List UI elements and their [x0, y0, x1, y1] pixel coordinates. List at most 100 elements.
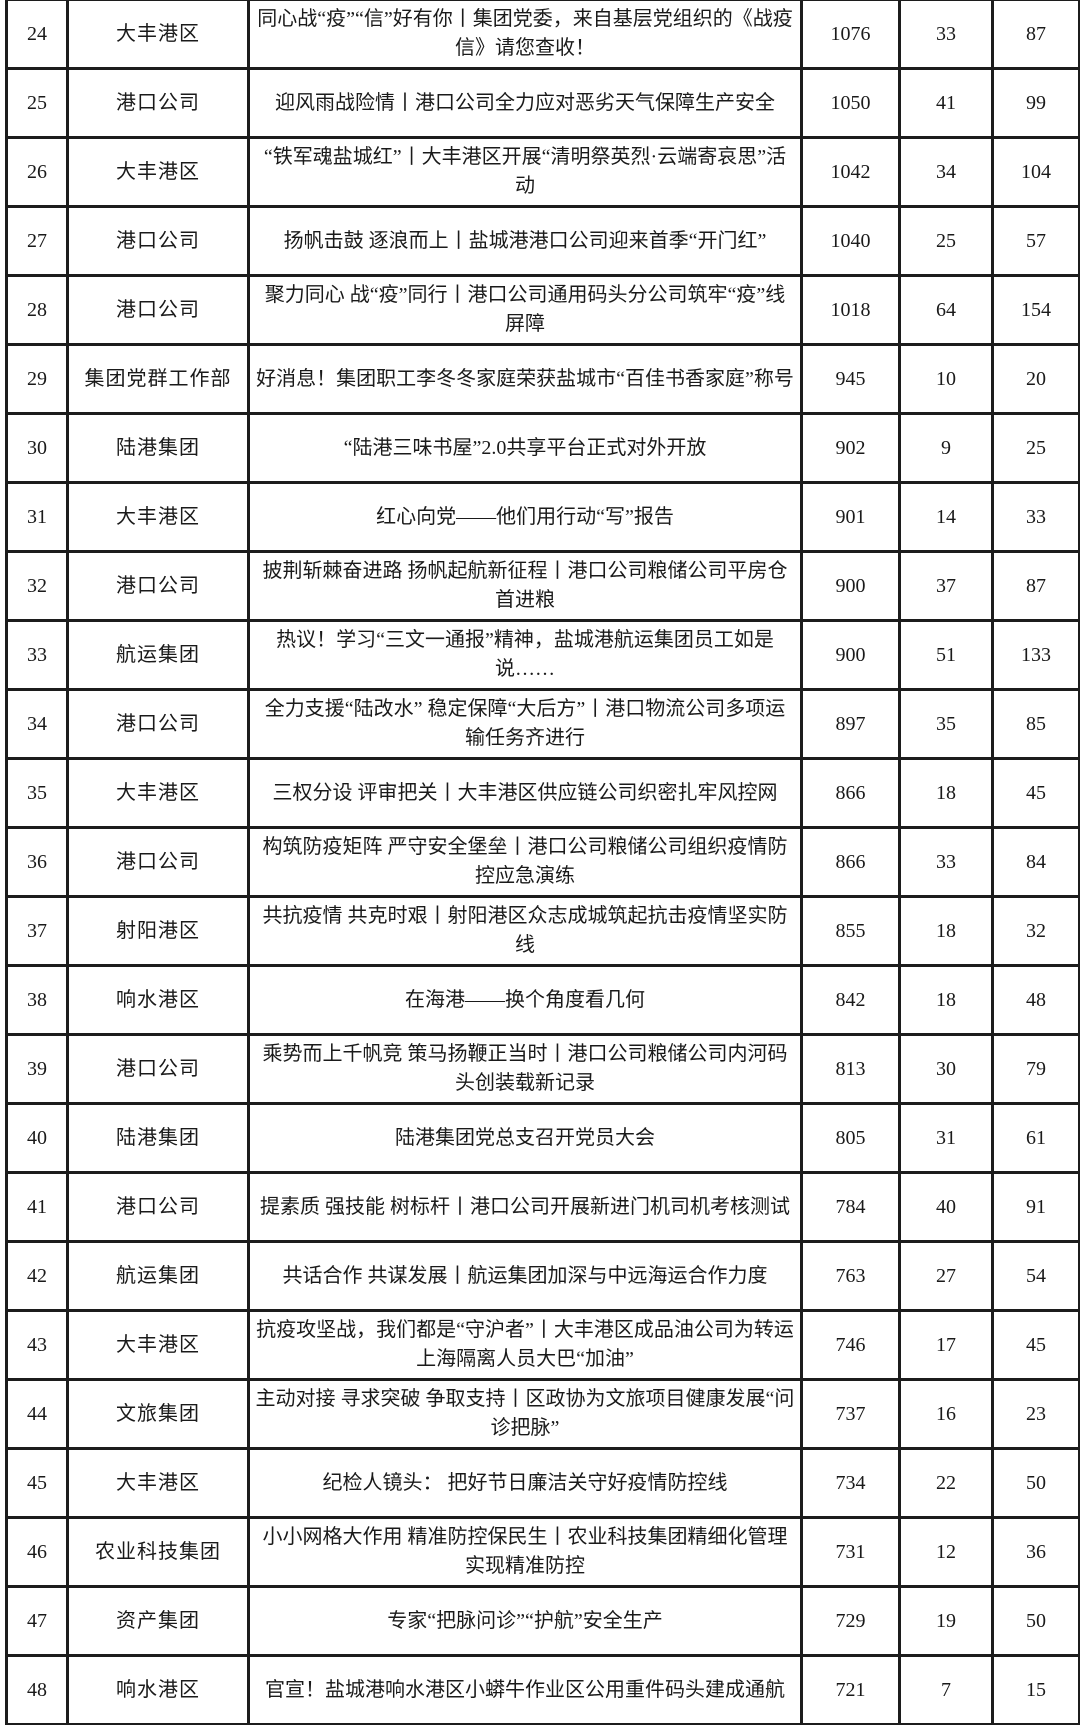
count-cell-3: 79	[991, 1033, 1080, 1105]
article-title-cell: 聚力同心 战“疫”同行丨港口公司通用码头分公司筑牢“疫”线屏障	[247, 274, 803, 346]
article-title-cell: 三权分设 评审把关丨大丰港区供应链公司织密扎牢风控网	[247, 757, 803, 829]
article-stats-table: 24 大丰港区 同心战“疫”“信”好有你丨集团党委，来自基层党组织的《战疫信》请…	[5, 0, 1080, 1725]
count-cell-3: 87	[991, 0, 1080, 70]
article-title-cell: “陆港三味书屋”2.0共享平台正式对外开放	[247, 412, 803, 484]
count-cell-3: 57	[991, 205, 1080, 277]
table-row: 30 陆港集团 “陆港三味书屋”2.0共享平台正式对外开放 902 9 25	[5, 412, 1080, 484]
count-cell-1: 900	[800, 619, 901, 691]
unit-name-cell: 港口公司	[66, 205, 250, 277]
count-cell-1: 866	[800, 826, 901, 898]
count-cell-1: 902	[800, 412, 901, 484]
article-title-cell: 在海港——换个角度看几何	[247, 964, 803, 1036]
row-index-cell: 48	[5, 1654, 69, 1725]
unit-name-cell: 大丰港区	[66, 757, 250, 829]
count-cell-2: 10	[898, 343, 994, 415]
article-title-cell: 陆港集团党总支召开党员大会	[247, 1102, 803, 1174]
count-cell-2: 18	[898, 895, 994, 967]
count-cell-2: 41	[898, 67, 994, 139]
count-cell-2: 40	[898, 1171, 994, 1243]
count-cell-1: 813	[800, 1033, 901, 1105]
count-cell-2: 9	[898, 412, 994, 484]
table-row: 29 集团党群工作部 好消息！集团职工李冬冬家庭荣获盐城市“百佳书香家庭”称号 …	[5, 343, 1080, 415]
count-cell-2: 25	[898, 205, 994, 277]
row-index-cell: 39	[5, 1033, 69, 1105]
row-index-cell: 44	[5, 1378, 69, 1450]
count-cell-2: 64	[898, 274, 994, 346]
count-cell-3: 33	[991, 481, 1080, 553]
row-index-cell: 27	[5, 205, 69, 277]
count-cell-1: 945	[800, 343, 901, 415]
row-index-cell: 31	[5, 481, 69, 553]
count-cell-3: 154	[991, 274, 1080, 346]
unit-name-cell: 响水港区	[66, 1654, 250, 1725]
article-title-cell: 同心战“疫”“信”好有你丨集团党委，来自基层党组织的《战疫信》请您查收！	[247, 0, 803, 70]
unit-name-cell: 航运集团	[66, 619, 250, 691]
table-row: 35 大丰港区 三权分设 评审把关丨大丰港区供应链公司织密扎牢风控网 866 1…	[5, 757, 1080, 829]
article-title-cell: 共话合作 共谋发展丨航运集团加深与中远海运合作力度	[247, 1240, 803, 1312]
count-cell-3: 99	[991, 67, 1080, 139]
table-row: 40 陆港集团 陆港集团党总支召开党员大会 805 31 61	[5, 1102, 1080, 1174]
count-cell-1: 763	[800, 1240, 901, 1312]
row-index-cell: 33	[5, 619, 69, 691]
count-cell-3: 15	[991, 1654, 1080, 1725]
table-row: 44 文旅集团 主动对接 寻求突破 争取支持丨区政协为文旅项目健康发展“问诊把脉…	[5, 1378, 1080, 1450]
count-cell-1: 1050	[800, 67, 901, 139]
unit-name-cell: 港口公司	[66, 67, 250, 139]
unit-name-cell: 航运集团	[66, 1240, 250, 1312]
count-cell-1: 1042	[800, 136, 901, 208]
count-cell-1: 855	[800, 895, 901, 967]
count-cell-1: 842	[800, 964, 901, 1036]
unit-name-cell: 大丰港区	[66, 0, 250, 70]
unit-name-cell: 港口公司	[66, 826, 250, 898]
unit-name-cell: 大丰港区	[66, 1309, 250, 1381]
unit-name-cell: 大丰港区	[66, 481, 250, 553]
count-cell-2: 17	[898, 1309, 994, 1381]
count-cell-3: 133	[991, 619, 1080, 691]
unit-name-cell: 文旅集团	[66, 1378, 250, 1450]
count-cell-1: 900	[800, 550, 901, 622]
table-row: 48 响水港区 官宣！盐城港响水港区小蟒牛作业区公用重件码头建成通航 721 7…	[5, 1654, 1080, 1725]
table-row: 31 大丰港区 红心向党——他们用行动“写”报告 901 14 33	[5, 481, 1080, 553]
count-cell-2: 34	[898, 136, 994, 208]
count-cell-3: 32	[991, 895, 1080, 967]
article-title-cell: 官宣！盐城港响水港区小蟒牛作业区公用重件码头建成通航	[247, 1654, 803, 1725]
count-cell-3: 25	[991, 412, 1080, 484]
unit-name-cell: 港口公司	[66, 688, 250, 760]
article-title-cell: 扬帆击鼓 逐浪而上丨盐城港港口公司迎来首季“开门红”	[247, 205, 803, 277]
row-index-cell: 29	[5, 343, 69, 415]
count-cell-2: 19	[898, 1585, 994, 1657]
article-stats-table-body: 24 大丰港区 同心战“疫”“信”好有你丨集团党委，来自基层党组织的《战疫信》请…	[5, 0, 1080, 1725]
count-cell-2: 37	[898, 550, 994, 622]
row-index-cell: 34	[5, 688, 69, 760]
article-title-cell: 共抗疫情 共克时艰丨射阳港区众志成城筑起抗击疫情坚实防线	[247, 895, 803, 967]
table-row: 33 航运集团 热议！学习“三文一通报”精神，盐城港航运集团员工如是说…… 90…	[5, 619, 1080, 691]
row-index-cell: 35	[5, 757, 69, 829]
article-title-cell: 提素质 强技能 树标杆丨港口公司开展新进门机司机考核测试	[247, 1171, 803, 1243]
row-index-cell: 40	[5, 1102, 69, 1174]
unit-name-cell: 港口公司	[66, 1033, 250, 1105]
count-cell-3: 45	[991, 1309, 1080, 1381]
count-cell-1: 721	[800, 1654, 901, 1725]
article-title-cell: 小小网格大作用 精准防控保民生丨农业科技集团精细化管理实现精准防控	[247, 1516, 803, 1588]
unit-name-cell: 农业科技集团	[66, 1516, 250, 1588]
row-index-cell: 30	[5, 412, 69, 484]
unit-name-cell: 港口公司	[66, 1171, 250, 1243]
table-row: 45 大丰港区 纪检人镜头： 把好节日廉洁关守好疫情防控线 734 22 50	[5, 1447, 1080, 1519]
unit-name-cell: 资产集团	[66, 1585, 250, 1657]
article-title-cell: 乘势而上千帆竞 策马扬鞭正当时丨港口公司粮储公司内河码头创装载新记录	[247, 1033, 803, 1105]
table-row: 24 大丰港区 同心战“疫”“信”好有你丨集团党委，来自基层党组织的《战疫信》请…	[5, 0, 1080, 70]
count-cell-3: 36	[991, 1516, 1080, 1588]
unit-name-cell: 响水港区	[66, 964, 250, 1036]
count-cell-1: 866	[800, 757, 901, 829]
unit-name-cell: 大丰港区	[66, 1447, 250, 1519]
row-index-cell: 37	[5, 895, 69, 967]
table-row: 32 港口公司 披荆斩棘奋进路 扬帆起航新征程丨港口公司粮储公司平房仓首进粮 9…	[5, 550, 1080, 622]
row-index-cell: 46	[5, 1516, 69, 1588]
count-cell-3: 85	[991, 688, 1080, 760]
count-cell-1: 731	[800, 1516, 901, 1588]
count-cell-3: 91	[991, 1171, 1080, 1243]
table-row: 46 农业科技集团 小小网格大作用 精准防控保民生丨农业科技集团精细化管理实现精…	[5, 1516, 1080, 1588]
article-title-cell: 好消息！集团职工李冬冬家庭荣获盐城市“百佳书香家庭”称号	[247, 343, 803, 415]
article-title-cell: 全力支援“陆改水” 稳定保障“大后方”丨港口物流公司多项运输任务齐进行	[247, 688, 803, 760]
count-cell-3: 50	[991, 1447, 1080, 1519]
